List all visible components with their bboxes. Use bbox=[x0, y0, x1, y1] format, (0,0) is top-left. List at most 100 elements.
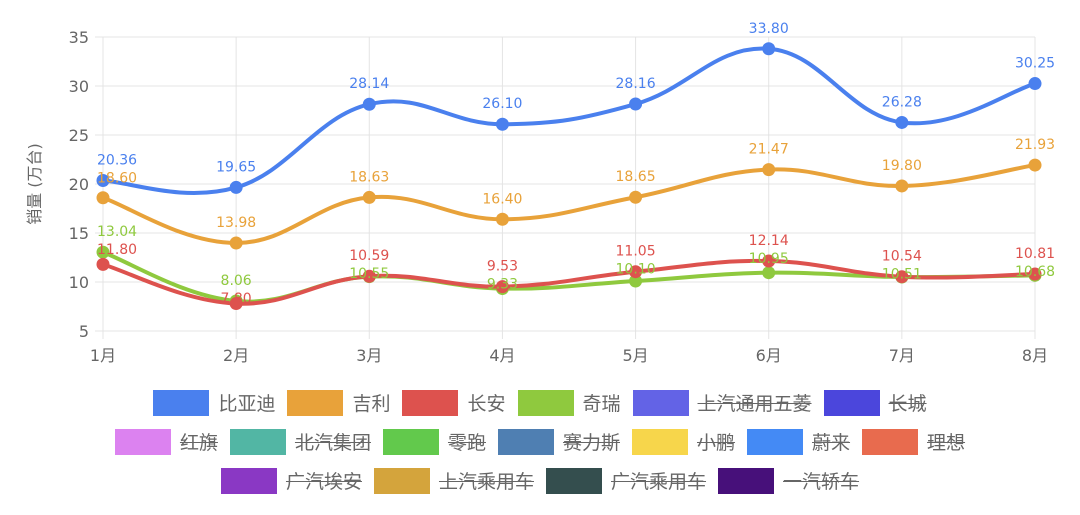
data-point bbox=[629, 274, 643, 288]
data-point bbox=[895, 115, 909, 129]
legend-swatch bbox=[823, 389, 880, 416]
data-point bbox=[495, 117, 509, 131]
data-point bbox=[96, 173, 110, 187]
legend-label: 吉利 bbox=[352, 393, 391, 415]
legend-item[interactable]: 比亚迪 bbox=[153, 389, 275, 416]
legend-item[interactable]: 广汽乘用车 bbox=[546, 467, 706, 494]
data-label: 21.47 bbox=[749, 142, 789, 158]
legend-item[interactable]: 一汽轿车 bbox=[718, 467, 859, 494]
data-label: 19.80 bbox=[882, 158, 922, 174]
data-label: 20.36 bbox=[97, 152, 137, 168]
series-line bbox=[102, 163, 1036, 245]
legend-swatch bbox=[220, 467, 277, 494]
legend-label: 广汽埃安 bbox=[285, 471, 362, 493]
data-point bbox=[1028, 158, 1042, 172]
data-point bbox=[229, 180, 243, 194]
legend-label: 理想 bbox=[927, 432, 966, 454]
legend-label: 赛力斯 bbox=[562, 432, 620, 454]
legend-item[interactable]: 北汽集团 bbox=[229, 428, 371, 455]
data-point bbox=[895, 270, 909, 284]
legend-label: 长城 bbox=[888, 393, 927, 415]
y-tick-label: 15 bbox=[69, 224, 89, 243]
data-point bbox=[96, 245, 110, 259]
legend-swatch bbox=[632, 428, 688, 455]
legend-label: 上汽乘用车 bbox=[438, 471, 534, 493]
data-label: 10.95 bbox=[749, 251, 789, 267]
legend-swatch bbox=[114, 428, 171, 455]
y-tick-label: 25 bbox=[69, 126, 89, 145]
legend-label: 长安 bbox=[467, 393, 506, 415]
legend-item[interactable]: 长安 bbox=[402, 389, 506, 416]
legend-swatch bbox=[402, 389, 459, 416]
y-tick-label: 10 bbox=[69, 273, 89, 292]
data-label: 18.60 bbox=[97, 170, 137, 186]
data-point bbox=[895, 179, 909, 193]
legend-swatch bbox=[373, 467, 430, 494]
legend-label: 奇瑞 bbox=[582, 393, 621, 415]
data-point bbox=[229, 236, 243, 250]
data-point bbox=[629, 97, 643, 111]
data-label: 10.81 bbox=[1015, 246, 1055, 262]
legend-row: 比亚迪 吉利 长安 奇瑞 上汽通用五菱 长城 bbox=[0, 383, 1080, 422]
legend-item[interactable]: 赛力斯 bbox=[497, 428, 620, 455]
data-label: 28.16 bbox=[616, 76, 656, 92]
legend-swatch bbox=[747, 428, 804, 455]
x-tick-label: 5月 bbox=[622, 346, 648, 365]
legend-item[interactable]: 上汽通用五菱 bbox=[632, 389, 812, 416]
line-chart: 5 10 15 20 25 30 35 1月 2月 3月 4月 5月 6月 7月 8月 销量 (万台) 20.3… bbox=[25, 21, 1055, 365]
legend-swatch bbox=[153, 389, 210, 416]
data-point bbox=[762, 266, 776, 280]
data-label: 16.40 bbox=[482, 191, 522, 207]
x-tick-label: 1月 bbox=[90, 346, 116, 365]
data-point bbox=[762, 42, 776, 56]
legend-label: 小鹏 bbox=[697, 432, 736, 454]
data-point bbox=[762, 163, 776, 177]
legend-item[interactable]: 吉利 bbox=[287, 389, 390, 416]
x-tick-label: 6月 bbox=[756, 346, 782, 365]
legend-swatch bbox=[382, 428, 439, 455]
data-point bbox=[762, 254, 776, 268]
data-label: 30.25 bbox=[1015, 56, 1055, 72]
y-tick-label: 20 bbox=[69, 175, 89, 194]
data-point bbox=[229, 297, 243, 311]
data-point bbox=[495, 280, 509, 294]
legend-label: 蔚来 bbox=[812, 432, 851, 454]
legend-label: 红旗 bbox=[179, 432, 218, 454]
data-point bbox=[629, 265, 643, 279]
data-label: 10.59 bbox=[349, 248, 389, 264]
data-label: 28.14 bbox=[349, 76, 389, 92]
legend-item[interactable]: 零跑 bbox=[382, 428, 486, 455]
data-label: 13.98 bbox=[216, 215, 256, 231]
data-label: 7.80 bbox=[221, 291, 252, 307]
data-label: 8.06 bbox=[221, 273, 252, 289]
y-tick-label: 30 bbox=[69, 77, 89, 96]
legend-item[interactable]: 理想 bbox=[862, 428, 965, 455]
legend-swatch bbox=[632, 389, 689, 416]
legend: 比亚迪 吉利 长安 奇瑞 上汽通用五菱 长城红旗 北汽集团 零跑 赛力斯 小鹏 蔚来 理想广汽埃安 上汽… bbox=[0, 383, 1080, 500]
legend-label: 比亚迪 bbox=[218, 393, 276, 415]
data-label: 12.14 bbox=[749, 233, 789, 249]
legend-swatch bbox=[862, 428, 919, 455]
data-label: 10.55 bbox=[349, 266, 389, 282]
legend-item[interactable]: 广汽埃安 bbox=[220, 467, 362, 494]
legend-item[interactable]: 奇瑞 bbox=[517, 389, 621, 416]
series-line bbox=[102, 258, 1036, 306]
data-point bbox=[495, 212, 509, 226]
data-label: 10.51 bbox=[882, 267, 922, 283]
data-label: 9.53 bbox=[487, 259, 518, 275]
legend-item[interactable]: 小鹏 bbox=[632, 428, 735, 455]
data-label: 11.05 bbox=[616, 244, 656, 260]
legend-item[interactable]: 长城 bbox=[823, 389, 927, 416]
data-label: 13.04 bbox=[97, 224, 137, 240]
legend-item[interactable]: 上汽乘用车 bbox=[373, 467, 534, 494]
data-label: 10.68 bbox=[1015, 264, 1055, 280]
legend-label: 零跑 bbox=[447, 432, 486, 454]
x-tick-label: 7月 bbox=[889, 346, 915, 365]
legend-label: 上汽通用五菱 bbox=[697, 393, 812, 415]
data-label: 10.10 bbox=[616, 262, 656, 278]
legend-item[interactable]: 红旗 bbox=[114, 428, 218, 455]
legend-swatch bbox=[517, 389, 574, 416]
y-tick-label: 5 bbox=[79, 322, 89, 341]
legend-item[interactable]: 蔚来 bbox=[747, 428, 850, 455]
data-point bbox=[362, 269, 376, 283]
